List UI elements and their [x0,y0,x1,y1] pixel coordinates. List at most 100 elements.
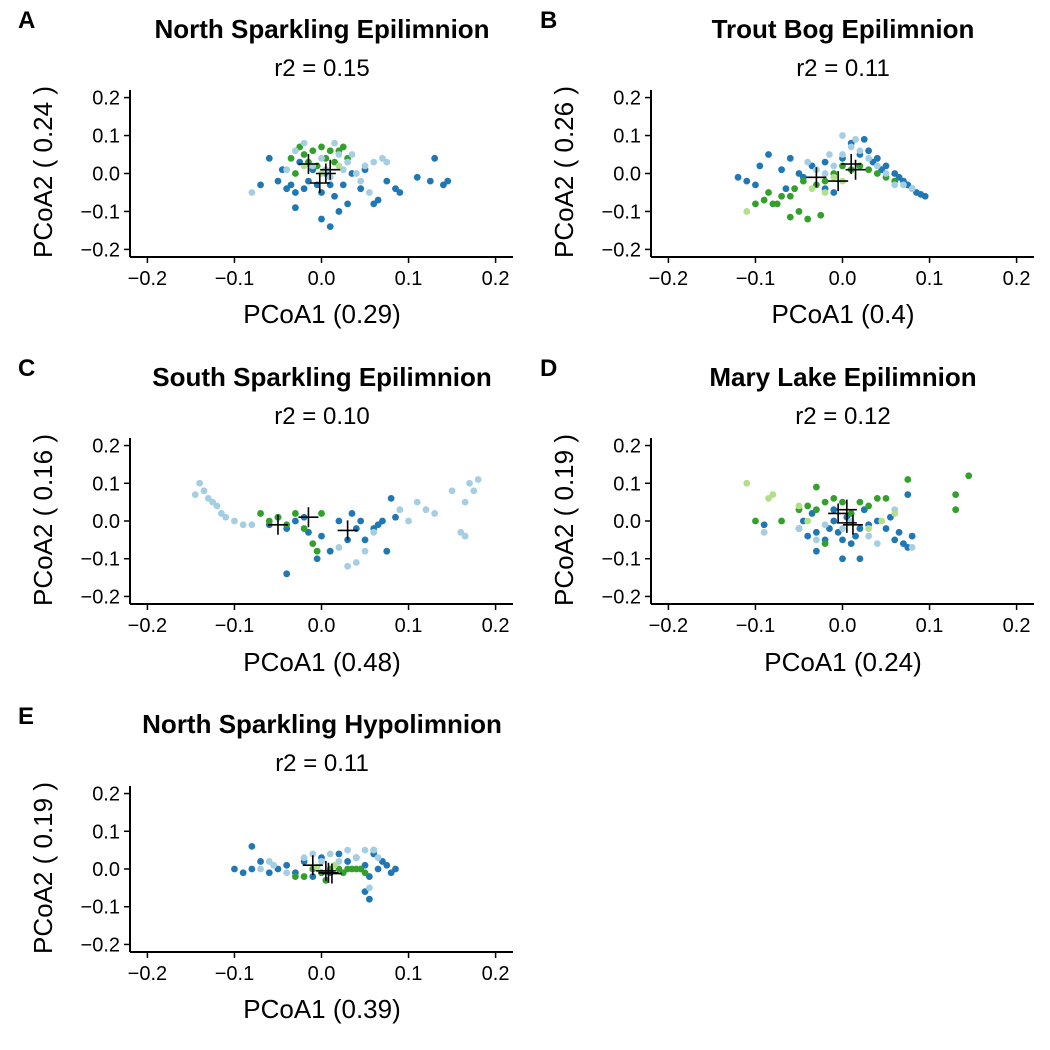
data-point [339,181,347,189]
data-point [309,147,317,155]
data-point [309,850,317,858]
data-point [287,154,295,162]
x-tick-label: 0.2 [1003,615,1031,637]
data-point [357,185,365,193]
x-tick-label: 0.1 [916,268,944,290]
data-point [804,215,812,223]
data-point [821,521,829,529]
data-point [361,536,369,544]
data-point [743,177,751,185]
data-point [335,162,343,170]
data-point [804,502,812,510]
panel-c: C South Sparkling Epilimnion r2 = 0.10 P… [18,355,513,677]
data-point [760,196,768,204]
data-point [374,854,382,862]
x-tick-label: −0.1 [215,963,254,985]
y-axis-label: PCoA2 ( 0.16 ) [28,434,58,606]
data-point [839,498,846,506]
data-point [821,170,829,177]
data-point [318,858,325,865]
y-tick-label: 0.0 [92,859,120,881]
data-point [786,154,794,162]
data-point [361,869,369,877]
data-point [812,528,820,536]
centroid-marker [845,159,866,180]
panel-letter-e: E [18,703,34,730]
data-point [743,479,751,487]
centroid-marker [841,154,862,175]
data-point [326,147,334,155]
y-tick-label: 0.0 [92,511,120,533]
data-point [444,177,452,185]
x-axis-label: PCoA1 (0.24) [764,647,922,677]
data-point [318,532,325,540]
x-tick-label: 0.2 [482,963,510,985]
data-point [791,185,799,193]
data-point [344,158,352,166]
data-point [231,517,238,525]
data-point [392,865,399,873]
data-point [365,895,373,903]
panel-subtitle: r2 = 0.11 [796,55,890,82]
data-point [370,158,378,166]
data-point [196,479,204,487]
data-point [431,154,439,162]
data-point [908,544,916,551]
data-point [370,846,378,854]
data-point [396,189,404,196]
data-point [778,517,785,525]
data-point [392,513,399,521]
data-point [804,532,812,540]
data-point [352,854,360,862]
data-point [904,491,912,498]
data-point [352,170,360,177]
data-point [291,873,299,880]
y-tick-label: 0.2 [92,784,120,806]
data-point [804,517,812,525]
data-point [461,532,469,540]
data-point [283,869,291,877]
data-point [383,861,391,869]
y-tick-label: 0.0 [613,511,641,533]
data-point [882,494,890,502]
centroid-marker [315,163,336,184]
data-point [191,491,199,498]
centroid-marker [806,167,827,188]
data-point [865,154,873,162]
x-tick-label: 0.0 [829,615,857,637]
data-point [413,173,421,181]
centroid-marker [321,863,342,884]
data-point [752,181,759,189]
data-point [466,479,473,487]
data-point [396,506,404,514]
panel-title: South Sparkling Epilimnion [152,362,491,392]
data-point [426,177,434,185]
data-point [839,151,846,158]
y-tick-label: −0.1 [602,549,641,571]
data-point [335,151,343,158]
data-point [812,536,820,544]
data-point [344,846,352,854]
data-point [248,842,256,850]
data-point [856,555,864,563]
data-point [865,166,873,174]
data-point [365,189,373,196]
x-tick-label: −0.2 [649,268,688,290]
x-tick-label: 0.0 [308,963,336,985]
data-point [283,570,291,578]
data-point [856,525,864,532]
data-point [821,189,829,196]
data-point [274,177,282,185]
data-point [773,200,781,208]
data-point [952,491,960,498]
panel-title: Trout Bog Epilimnion [712,14,975,44]
y-tick-label: 0.2 [92,88,120,110]
x-tick-label: −0.1 [215,615,254,637]
centroid-marker [320,159,341,180]
x-tick-label: −0.2 [128,268,167,290]
data-point [300,185,308,193]
data-point [383,158,391,166]
data-point [344,858,352,865]
x-tick-label: −0.2 [649,615,688,637]
centroid-marker [302,855,323,876]
